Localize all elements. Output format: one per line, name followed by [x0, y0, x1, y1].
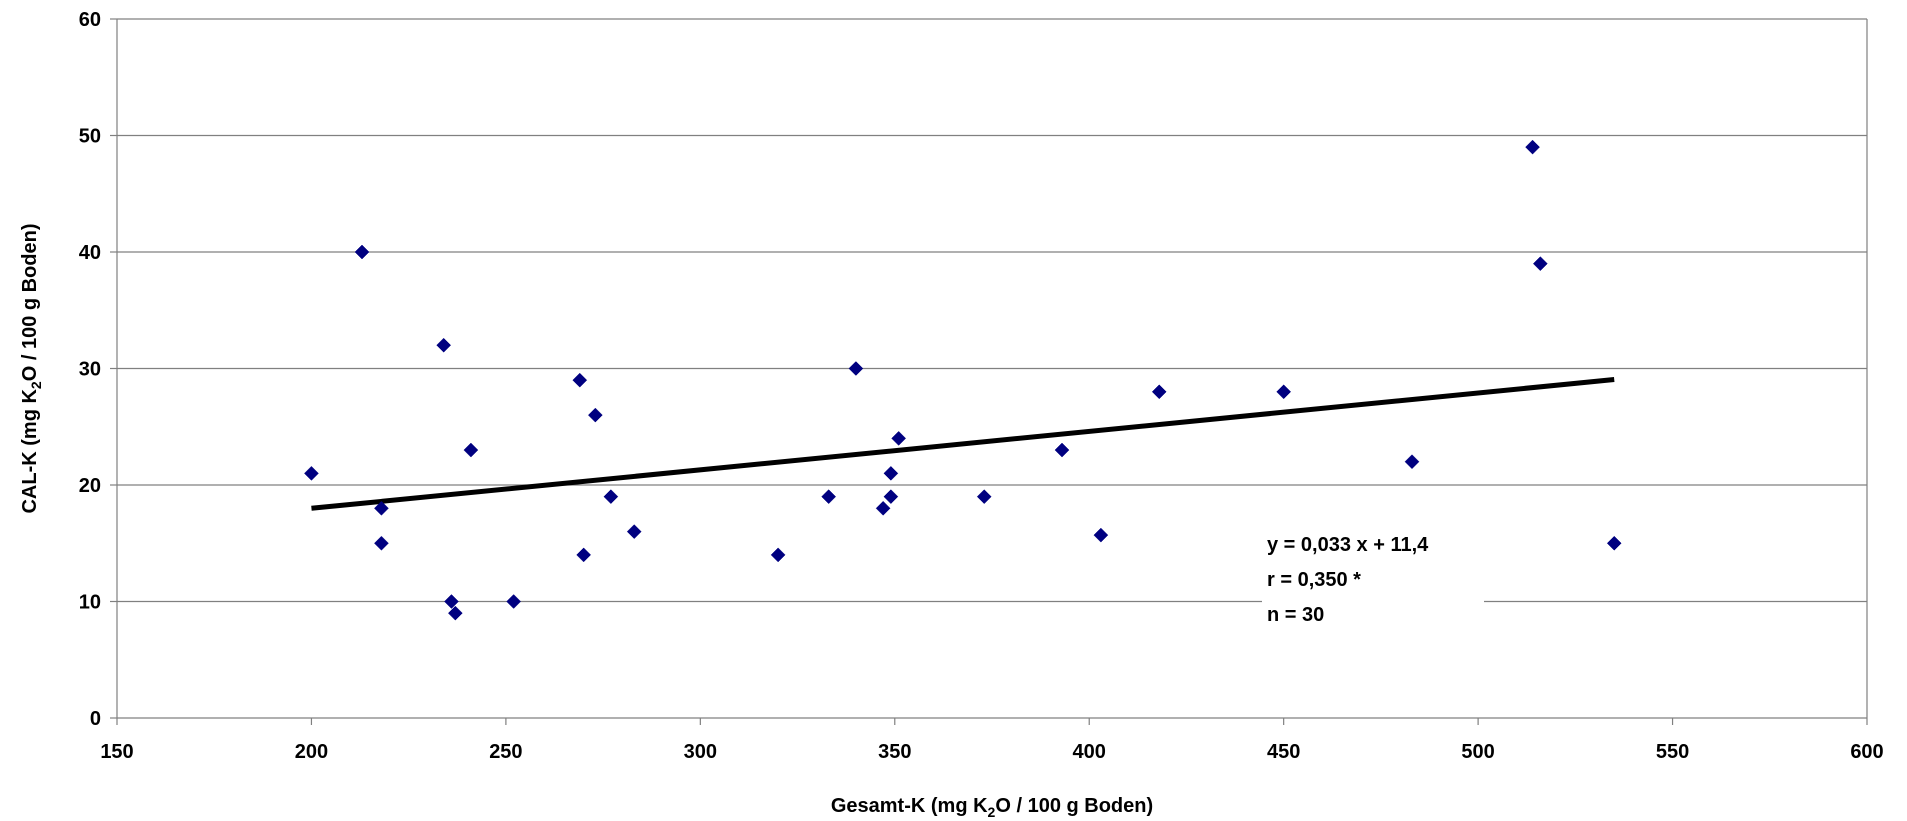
y-tick-label-20: 20 [79, 475, 101, 497]
data-point-13 [626, 524, 642, 539]
y-axis-title-subscript: 2 [28, 381, 44, 389]
data-point-23 [1093, 527, 1109, 543]
annotation-line-1: r = 0,350 * [1267, 569, 1361, 591]
data-point-3 [374, 535, 389, 551]
data-point-28 [1532, 256, 1548, 272]
data-point-16 [848, 361, 864, 376]
tick-labels: 0 10 20 30 40 50 60 150 200 250 300 350 400 450 500 550… [79, 9, 1884, 763]
data-point-29 [1606, 535, 1622, 551]
data-point-5 [444, 594, 459, 609]
data-point-14 [770, 547, 786, 563]
data-points [304, 139, 1622, 621]
data-point-1 [354, 244, 370, 260]
x-tick-label-550: 550 [1656, 741, 1689, 763]
y-axis-title-part-2: O / 100 g Boden) [19, 223, 41, 381]
data-point-0 [304, 465, 319, 481]
y-tick-label-10: 10 [79, 592, 101, 614]
x-tick-label-400: 400 [1073, 741, 1106, 763]
x-tick-label-350: 350 [878, 741, 911, 763]
y-axis-title-part-1: CAL-K (mg K [19, 389, 41, 514]
data-point-27 [1525, 139, 1540, 155]
x-tick-label-450: 450 [1267, 741, 1300, 763]
data-point-21 [976, 489, 992, 505]
data-point-6 [447, 605, 463, 621]
x-tick-label-500: 500 [1461, 741, 1494, 763]
x-tick-label-300: 300 [684, 741, 717, 763]
trendline [311, 377, 1615, 511]
gridlines [117, 18, 1867, 603]
data-point-4 [436, 337, 452, 353]
trendline-group [311, 377, 1615, 511]
y-tick-label-60: 60 [79, 9, 101, 31]
x-axis-title-part-2: O / 100 g Boden) [995, 795, 1153, 817]
x-tick-label-200: 200 [295, 741, 328, 763]
data-point-12 [603, 489, 619, 505]
data-point-17 [875, 500, 891, 516]
data-point-11 [587, 407, 603, 423]
data-point-25 [1276, 384, 1292, 400]
x-tick-label-600: 600 [1850, 741, 1883, 763]
y-tick-label-40: 40 [79, 242, 101, 264]
data-point-10 [576, 547, 592, 563]
data-point-19 [883, 465, 899, 481]
annotation-background [1262, 522, 1484, 632]
x-tick-label-150: 150 [100, 741, 133, 763]
y-axis-title: CAL-K (mg K2O / 100 g Boden) [19, 223, 44, 513]
data-point-20 [891, 431, 907, 446]
data-point-22 [1054, 442, 1070, 458]
axes [110, 18, 1868, 725]
axis-titles: Gesamt-K (mg K2O / 100 g Boden)CAL-K (mg… [19, 223, 1153, 820]
x-axis-title: Gesamt-K (mg K2O / 100 g Boden) [831, 795, 1153, 820]
x-axis-title-part-1: Gesamt-K (mg K [831, 795, 988, 817]
annotation-line-2: n = 30 [1267, 604, 1324, 626]
data-point-18 [883, 489, 899, 505]
data-point-8 [506, 594, 522, 609]
y-tick-label-30: 30 [79, 359, 101, 381]
y-tick-label-0: 0 [90, 708, 101, 730]
y-tick-label-50: 50 [79, 126, 101, 148]
x-tick-label-250: 250 [489, 741, 522, 763]
annotation-box: y = 0,033 x + 11,4 r = 0,350 * n = 30 [1262, 522, 1484, 632]
data-point-26 [1404, 454, 1420, 470]
data-point-9 [572, 372, 588, 388]
data-point-24 [1151, 384, 1167, 400]
annotation-line-0: y = 0,033 x + 11,4 [1267, 534, 1429, 556]
data-point-15 [821, 489, 837, 505]
data-point-7 [463, 442, 479, 458]
data-point-2 [374, 500, 389, 516]
x-axis-title-subscript: 2 [988, 804, 996, 820]
